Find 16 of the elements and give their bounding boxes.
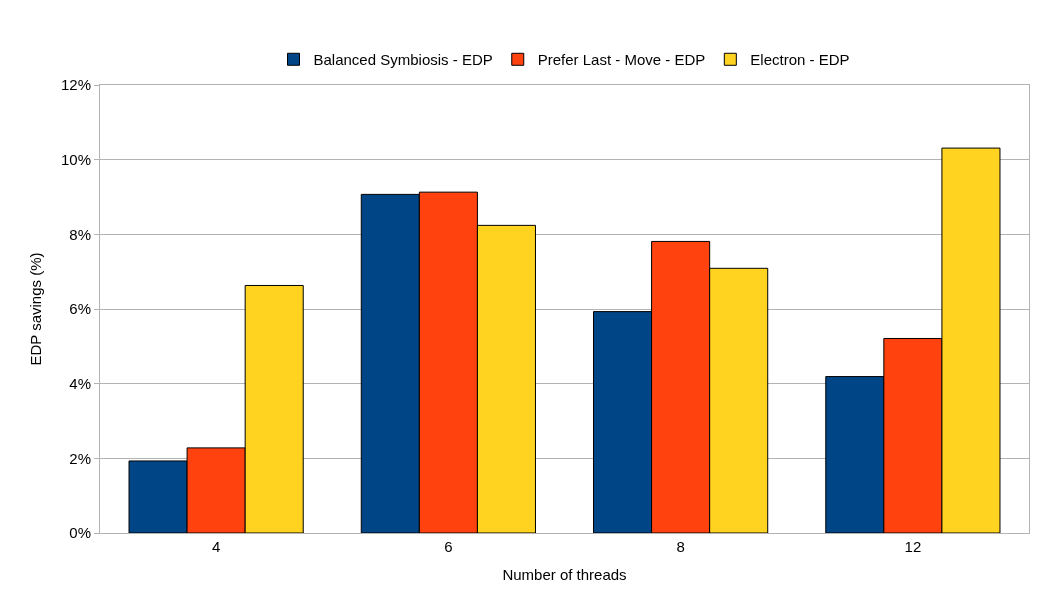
y-tick-label: 4% <box>69 374 91 392</box>
x-tick-label: 12 <box>904 538 922 555</box>
x-axis-title: Number of threads <box>502 566 627 583</box>
y-tick-label: 12% <box>60 76 91 94</box>
y-tick-label: 10% <box>60 150 91 168</box>
y-tick-label: 6% <box>69 300 91 318</box>
legend-label: Prefer Last - Move - EDP <box>537 51 706 69</box>
y-tick-label: 0% <box>69 524 91 542</box>
x-tick-label: 6 <box>444 538 453 555</box>
legend-label: Electron - EDP <box>750 51 850 69</box>
y-tick-label: 2% <box>69 449 91 467</box>
legend-label: Balanced Symbiosis - EDP <box>313 51 493 69</box>
y-axis-title: EDP savings (%) <box>27 252 45 366</box>
x-tick-label: 4 <box>211 538 221 555</box>
x-tick-label: 8 <box>676 538 685 555</box>
y-tick-label: 8% <box>69 225 91 243</box>
